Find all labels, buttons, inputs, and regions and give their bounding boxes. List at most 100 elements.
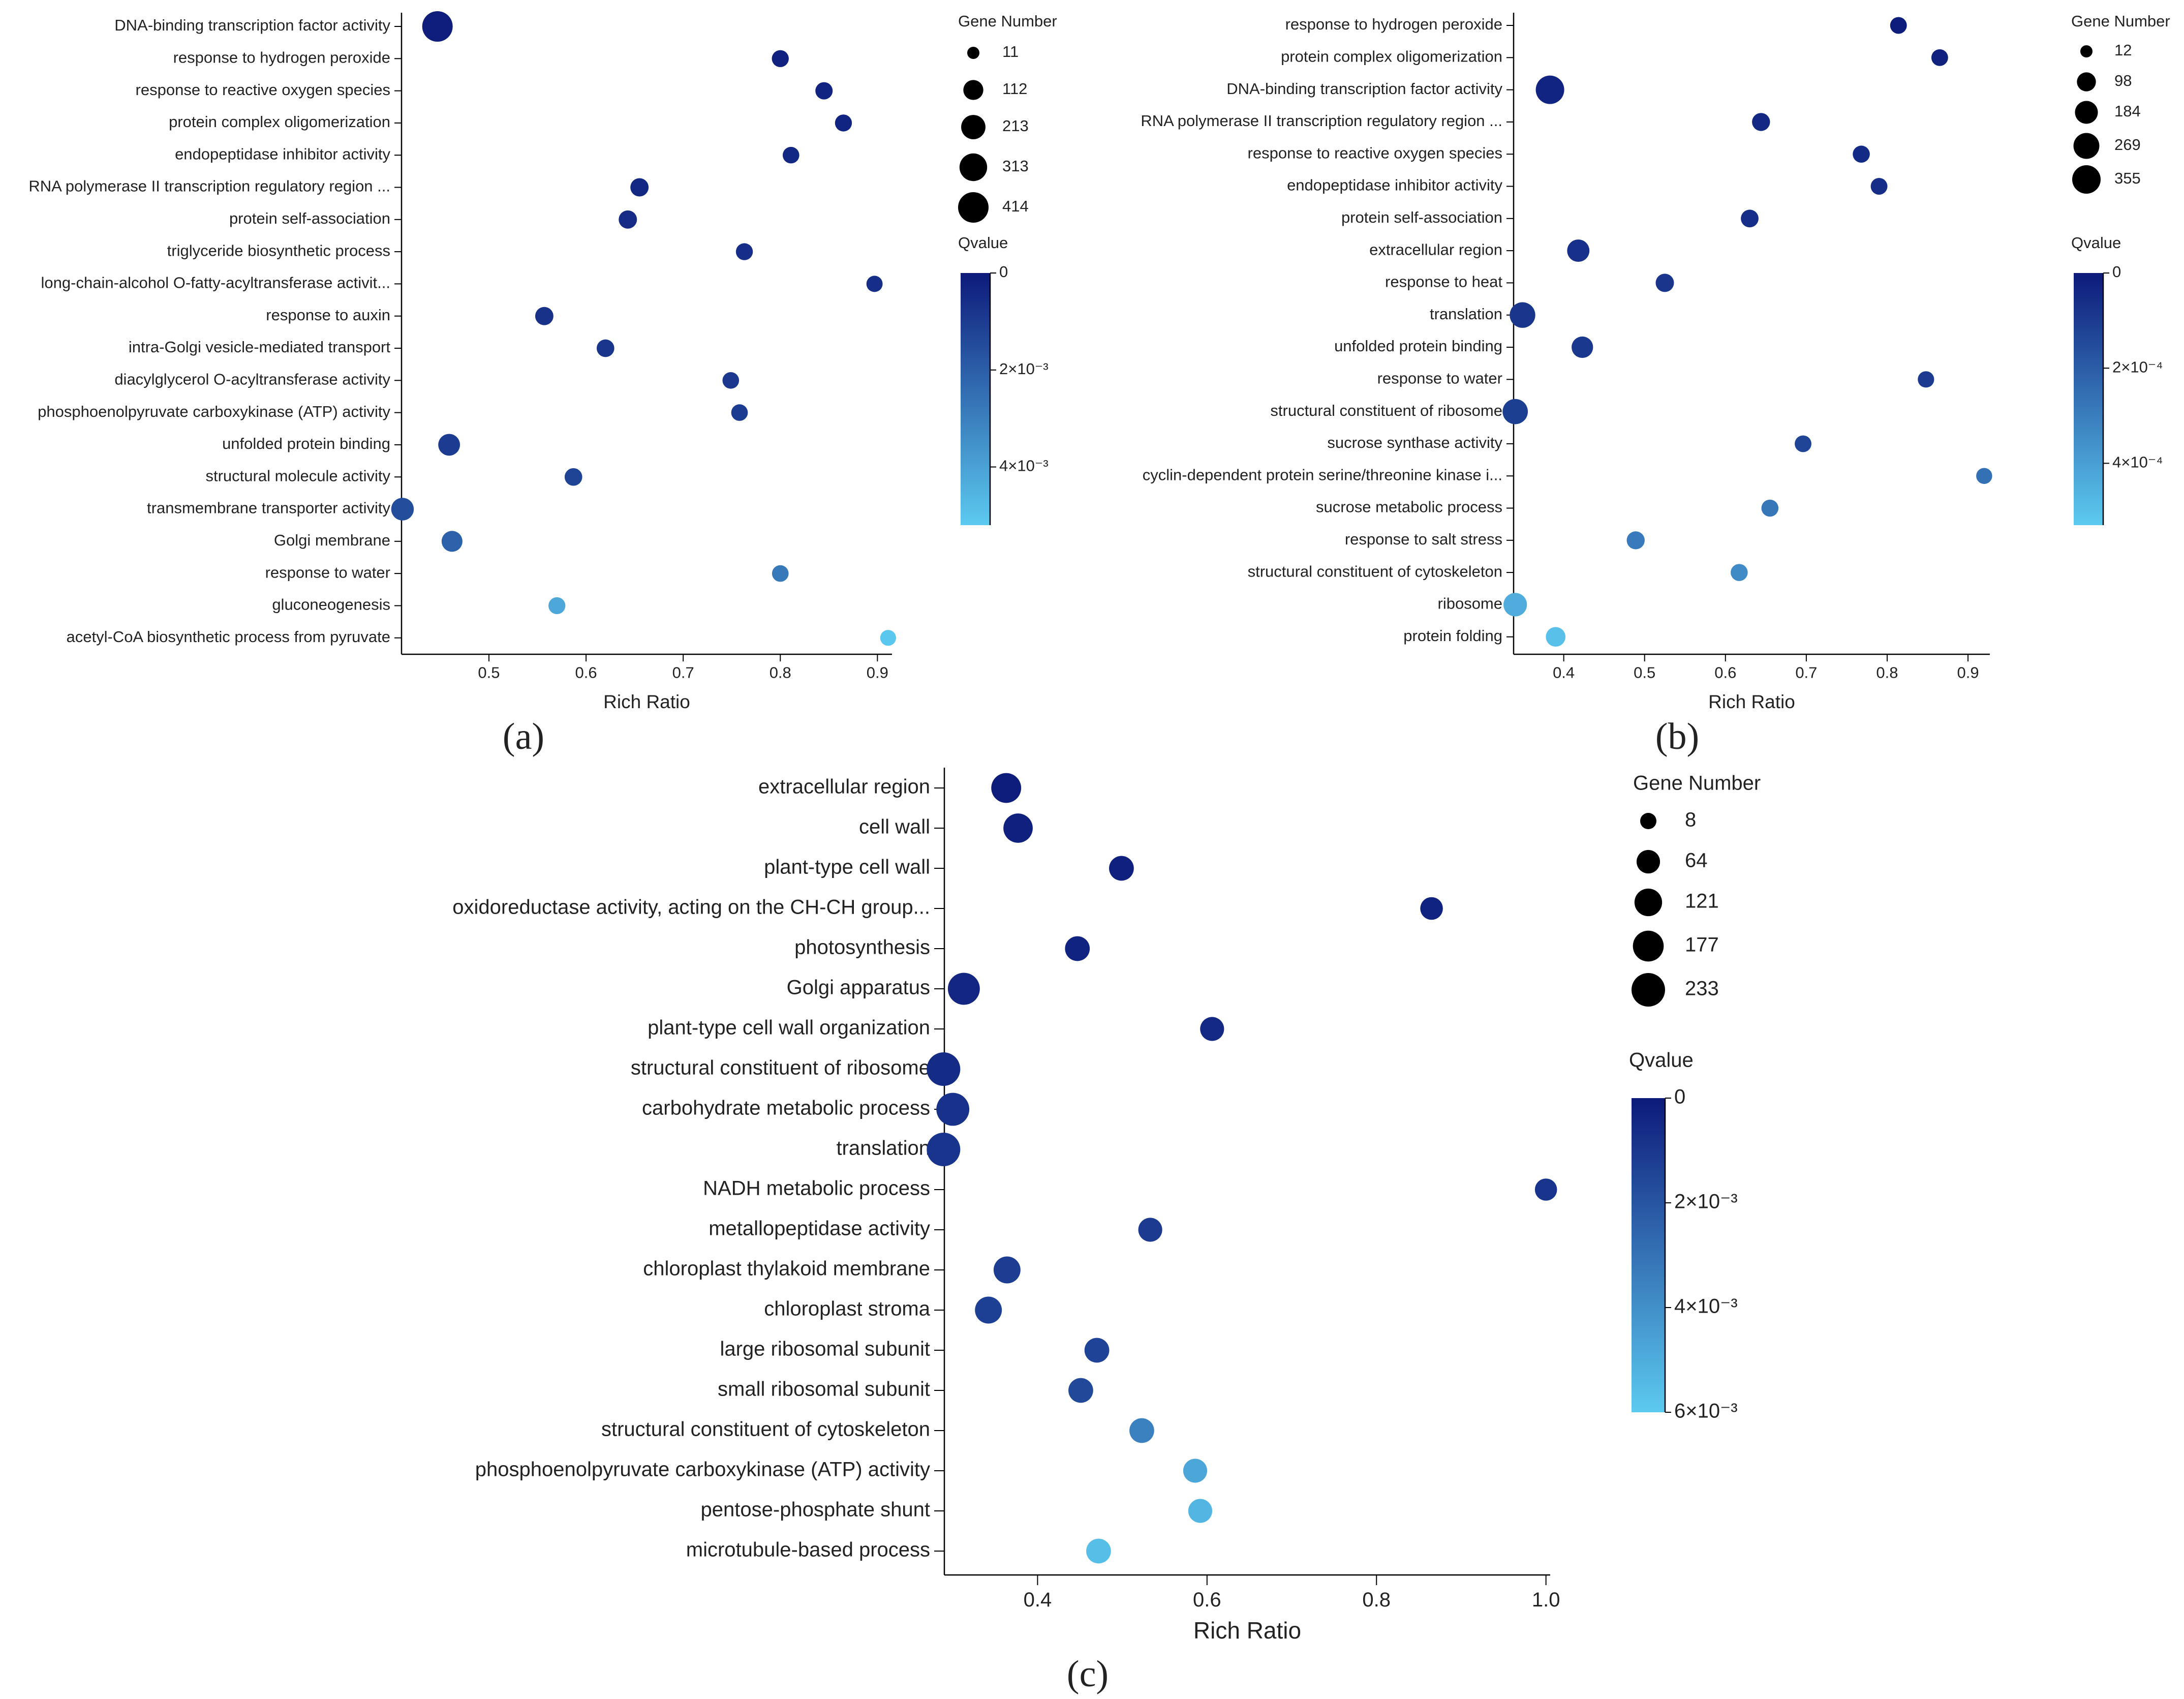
data-point: [596, 339, 614, 357]
y-tick-label: small ribosomal subunit: [718, 1378, 930, 1401]
data-point: [1138, 1218, 1162, 1242]
y-tick-label: response to heat: [1385, 273, 1502, 291]
y-tick-label: unfolded protein binding: [222, 435, 390, 452]
y-tick-label: cell wall: [859, 816, 930, 838]
size-legend-label: 313: [1002, 157, 1029, 175]
data-point: [1572, 336, 1593, 358]
y-tick-label: protein folding: [1403, 627, 1502, 645]
y-tick-label: oxidoreductase activity, acting on the C…: [452, 896, 930, 919]
y-tick-label: extracellular region: [758, 776, 930, 798]
y-tick-label: response to auxin: [266, 306, 390, 324]
data-point: [880, 630, 896, 646]
data-point: [1534, 1178, 1557, 1201]
color-bar: [961, 273, 990, 525]
y-tick-label: translation: [836, 1137, 930, 1160]
data-point: [1731, 564, 1748, 581]
data-point: [391, 498, 414, 521]
color-legend: Qvalue 0 2×10⁻⁴ 4×10⁻⁴: [2071, 234, 2163, 525]
size-legend-dot: [1640, 813, 1656, 829]
size-legend-dot: [1636, 849, 1660, 874]
data-point: [1129, 1418, 1154, 1443]
data-point: [1510, 302, 1535, 328]
data-point: [1931, 49, 1948, 66]
x-tick-label: 0.6: [1193, 1589, 1221, 1611]
x-tick-label: 0.9: [1957, 664, 1979, 682]
y-tick-label: response to salt stress: [1345, 530, 1502, 548]
color-legend: Qvalue 0 2×10⁻³ 4×10⁻³: [958, 234, 1049, 525]
size-legend-label: 112: [1002, 80, 1027, 98]
x-tick-label: 0.5: [478, 664, 500, 682]
size-legend-dot: [959, 153, 988, 181]
y-tick-label: photosynthesis: [794, 936, 930, 959]
y-tick-label: metallopeptidase activity: [709, 1218, 930, 1240]
y-tick-label: sucrose synthase activity: [1327, 434, 1502, 451]
size-legend-dot: [2075, 101, 2098, 124]
data-point: [1741, 209, 1759, 228]
y-tick-label: diacylglycerol O-acyltransferase activit…: [114, 370, 390, 388]
color-bar-tick-label: 2×10⁻³: [999, 360, 1049, 378]
size-legend-dot: [961, 115, 986, 139]
size-legend-label: 64: [1685, 849, 1708, 872]
chart-panel-2: response to hydrogen peroxide protein com…: [1141, 12, 2170, 712]
data-point: [722, 372, 740, 389]
size-legend-label: 414: [1002, 197, 1029, 215]
y-tick-label: plant-type cell wall: [764, 856, 930, 878]
y-tick-label: structural constituent of ribosome: [631, 1057, 930, 1079]
data-point: [548, 597, 566, 615]
data-point: [1567, 239, 1590, 262]
data-point: [936, 1093, 970, 1126]
y-tick-label: acetyl-CoA biosynthetic process from pyr…: [67, 628, 391, 646]
data-point: [1918, 371, 1934, 388]
data-point: [535, 307, 553, 325]
y-tick-label: response to water: [1377, 369, 1502, 387]
size-legend-title: Gene Number: [2071, 12, 2170, 30]
data-point: [835, 114, 852, 132]
color-bar-tick-label: 2×10⁻⁴: [2112, 358, 2163, 376]
color-bar-tick-label: 0: [999, 263, 1008, 281]
size-legend-dot: [967, 47, 979, 59]
x-tick-label: 0.6: [1714, 664, 1736, 682]
data-point: [1086, 1538, 1111, 1564]
y-tick-label: response to reactive oxygen species: [1248, 144, 1502, 162]
data-point: [1109, 856, 1134, 881]
data-point: [866, 276, 883, 292]
y-tick-label: structural constituent of cytoskeleton: [601, 1418, 930, 1441]
y-tick-label: response to reactive oxygen species: [136, 81, 390, 99]
y-tick-label: Golgi membrane: [274, 531, 390, 549]
x-tick-label: 0.5: [1634, 664, 1655, 682]
data-point: [1183, 1459, 1208, 1483]
y-tick-label: phosphoenolpyruvate carboxykinase (ATP) …: [38, 403, 390, 420]
y-tick-label: structural constituent of cytoskeleton: [1248, 562, 1502, 580]
x-tick-label: 0.7: [1795, 664, 1817, 682]
color-legend-title: Qvalue: [2071, 234, 2121, 252]
y-tick-label: response to hydrogen peroxide: [173, 48, 390, 66]
y-tick-label: intra-Golgi vesicle-mediated transport: [129, 338, 391, 356]
data-point: [1655, 274, 1674, 292]
data-point: [815, 82, 833, 100]
size-legend: Gene Number 8 64 121 177 233: [1632, 772, 1761, 1007]
size-legend-label: 12: [2114, 41, 2132, 59]
x-axis-label: Rich Ratio: [1708, 691, 1795, 712]
data-point: [1535, 75, 1564, 104]
size-legend-label: 184: [2114, 102, 2141, 120]
size-legend-title: Gene Number: [958, 12, 1057, 30]
y-tick-label: response to hydrogen peroxide: [1285, 15, 1502, 33]
color-bar-tick-label: 4×10⁻³: [999, 457, 1049, 475]
panel-label-c: (c): [1067, 1653, 1109, 1695]
data-point: [1068, 1378, 1093, 1403]
y-tick-label: RNA polymerase II transcription regulato…: [28, 177, 390, 195]
data-point: [1870, 178, 1888, 195]
y-tick-label: phosphoenolpyruvate carboxykinase (ATP) …: [475, 1459, 930, 1481]
data-point: [731, 404, 748, 421]
y-tick-label: translation: [1430, 305, 1502, 323]
data-point: [1890, 17, 1907, 34]
color-bar-tick-label: 2×10⁻³: [1674, 1191, 1738, 1213]
color-bar-tick-label: 4×10⁻³: [1674, 1295, 1738, 1318]
y-tick-label: protein self-association: [229, 209, 390, 227]
chart-panel-1: DNA-binding transcription factor activit…: [28, 11, 1057, 712]
size-legend: Gene Number 11 112 213 313 414: [958, 12, 1057, 223]
y-tick-label: NADH metabolic process: [703, 1177, 930, 1200]
y-tick-label: triglyceride biosynthetic process: [167, 241, 390, 259]
color-legend: Qvalue 0 2×10⁻³ 4×10⁻³ 6×10⁻³: [1629, 1049, 1738, 1422]
